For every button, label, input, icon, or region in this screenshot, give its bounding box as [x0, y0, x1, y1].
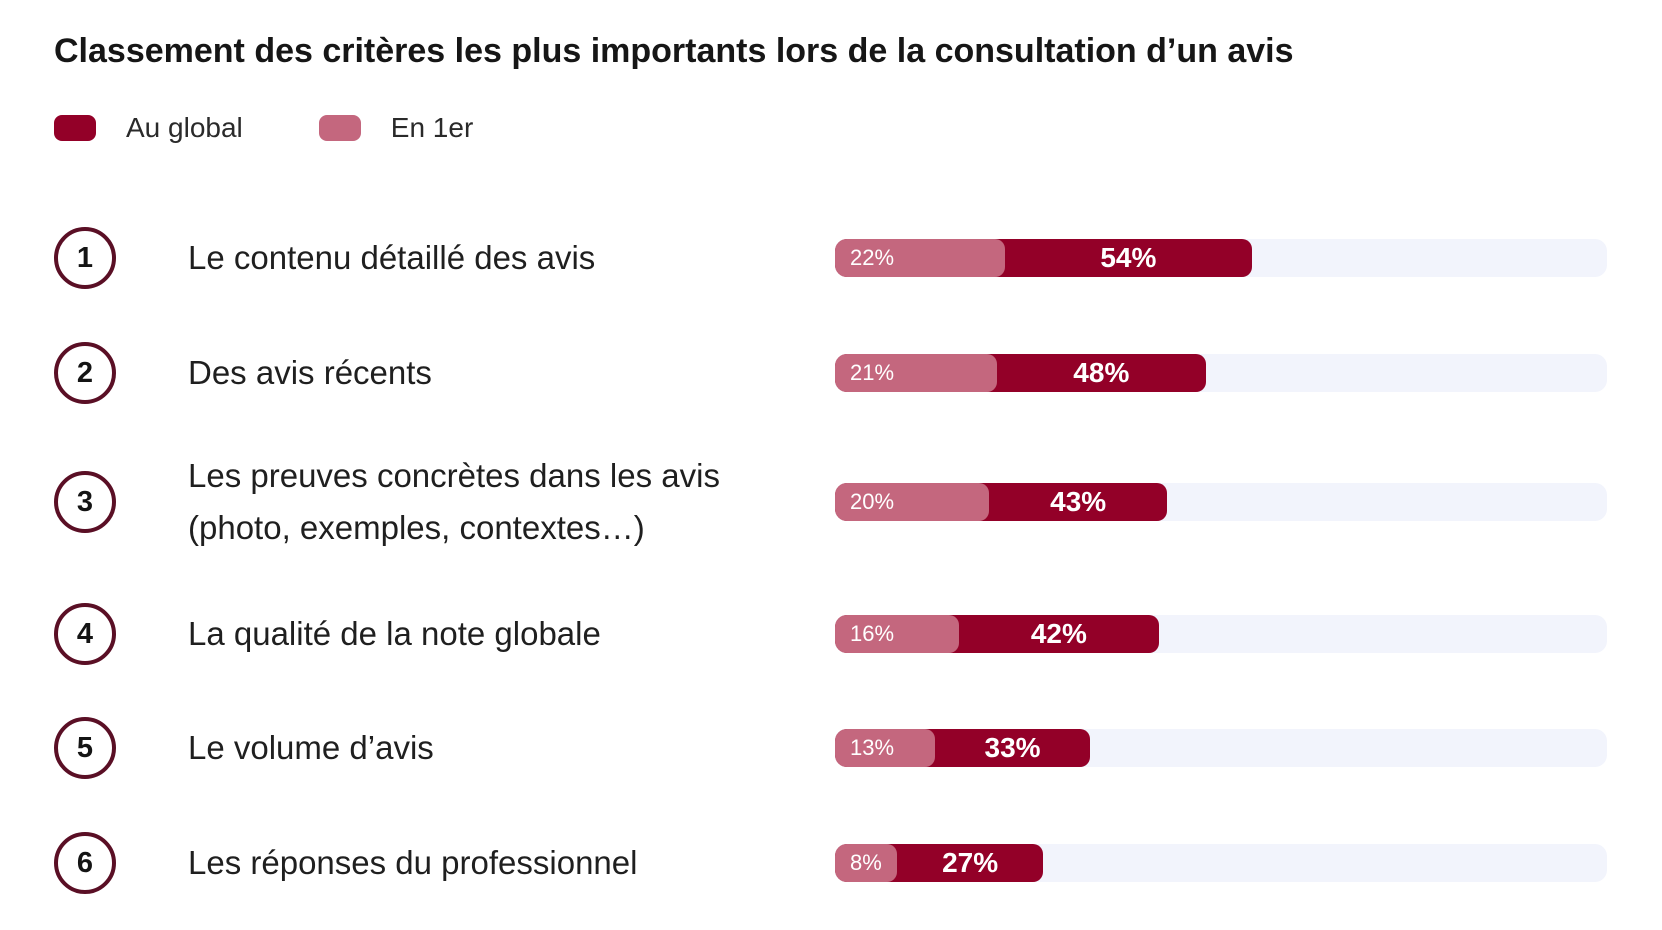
chart-row: 5 Le volume d’avis 13% 33%: [0, 688, 1662, 808]
chart-title: Classement des critères les plus importa…: [54, 32, 1294, 70]
category-label: Des avis récents: [188, 354, 432, 391]
category-label: Le contenu détaillé des avis: [188, 239, 596, 276]
bar-track: 21% 48%: [835, 354, 1607, 392]
chart-row: 3 Les preuves concrètes dans les avis (ph…: [0, 442, 1662, 562]
chart-row: 2 Des avis récents 21% 48%: [0, 313, 1662, 433]
category-label: Le volume d’avis: [188, 729, 434, 766]
rank-badge: 3: [54, 471, 116, 533]
bar-en-1er: [835, 729, 936, 767]
category-label: Les preuves concrètes dans les avis (pho…: [188, 457, 720, 546]
rank-badge: 4: [54, 603, 116, 665]
chart-row: 1 Le contenu détaillé des avis 22% 54%: [0, 198, 1662, 318]
bar-en-1er: [835, 615, 959, 653]
legend-item-global: Au global: [54, 112, 243, 144]
bar-track: 8% 27%: [835, 844, 1607, 882]
value-label-en-1er: 22%: [850, 245, 895, 270]
category-label: Les réponses du professionnel: [188, 844, 638, 881]
value-label-au-global: 54%: [1100, 242, 1157, 273]
bar-track: 22% 54%: [835, 239, 1607, 277]
value-label-en-1er: 21%: [850, 360, 895, 385]
legend-label-first: En 1er: [390, 112, 474, 143]
legend: Au global En 1er: [54, 112, 549, 144]
rank-badge: 2: [54, 342, 116, 404]
rank-badge: 6: [54, 832, 116, 894]
bar-en-1er: [835, 354, 998, 392]
value-label-en-1er: 16%: [850, 621, 895, 646]
bar-track: 20% 43%: [835, 483, 1607, 521]
value-label-au-global: 42%: [1030, 618, 1087, 649]
rank-badge: 5: [54, 717, 116, 779]
value-label-au-global: 33%: [984, 732, 1041, 763]
legend-label-global: Au global: [126, 112, 243, 143]
value-label-au-global: 43%: [1050, 486, 1107, 517]
legend-swatch-global: [54, 115, 96, 141]
value-label-en-1er: 8%: [850, 850, 882, 875]
value-label-au-global: 48%: [1073, 357, 1130, 388]
chart-row: 4 La qualité de la note globale 16% 42%: [0, 574, 1662, 694]
bar-en-1er: [835, 239, 1005, 277]
bar-track: 13% 33%: [835, 729, 1607, 767]
legend-item-first: En 1er: [318, 112, 474, 144]
value-label-en-1er: 20%: [850, 489, 895, 514]
bar-en-1er: [835, 483, 990, 521]
bar-en-1er: [835, 844, 897, 882]
value-label-en-1er: 13%: [850, 735, 895, 760]
category-label: La qualité de la note globale: [188, 615, 601, 652]
rank-badge: 1: [54, 227, 116, 289]
value-label-au-global: 27%: [942, 847, 999, 878]
legend-swatch-first: [318, 115, 361, 141]
bar-track: 16% 42%: [835, 615, 1607, 653]
chart-row: 6 Les réponses du professionnel 8% 27%: [0, 803, 1662, 923]
